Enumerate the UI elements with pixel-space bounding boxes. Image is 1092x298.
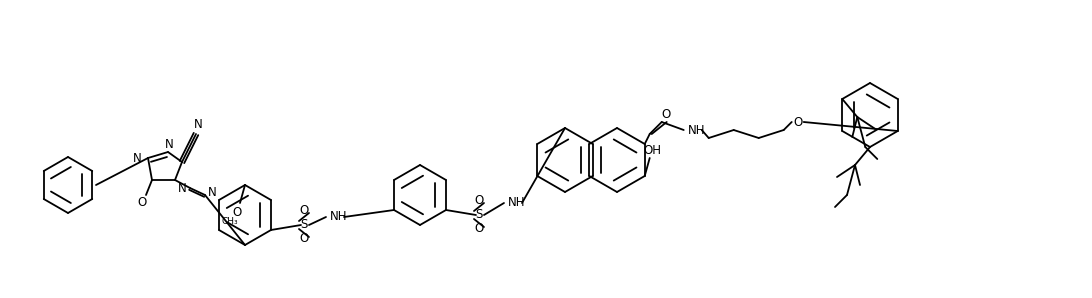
Text: O: O: [474, 223, 484, 235]
Text: NH: NH: [330, 210, 347, 224]
Text: O: O: [138, 195, 146, 209]
Text: O: O: [793, 116, 803, 128]
Text: O: O: [661, 108, 670, 120]
Text: S: S: [475, 209, 483, 221]
Text: N: N: [178, 182, 187, 195]
Text: N: N: [193, 117, 202, 131]
Text: CH₃: CH₃: [222, 217, 238, 226]
Text: NH: NH: [688, 123, 705, 136]
Text: O: O: [233, 207, 241, 220]
Text: NH: NH: [508, 196, 525, 209]
Text: OH: OH: [643, 144, 662, 156]
Text: O: O: [299, 232, 309, 246]
Text: O: O: [474, 195, 484, 207]
Text: O: O: [299, 204, 309, 218]
Text: S: S: [300, 218, 308, 232]
Text: N: N: [207, 187, 216, 199]
Text: N: N: [165, 137, 174, 150]
Text: N: N: [133, 151, 142, 164]
